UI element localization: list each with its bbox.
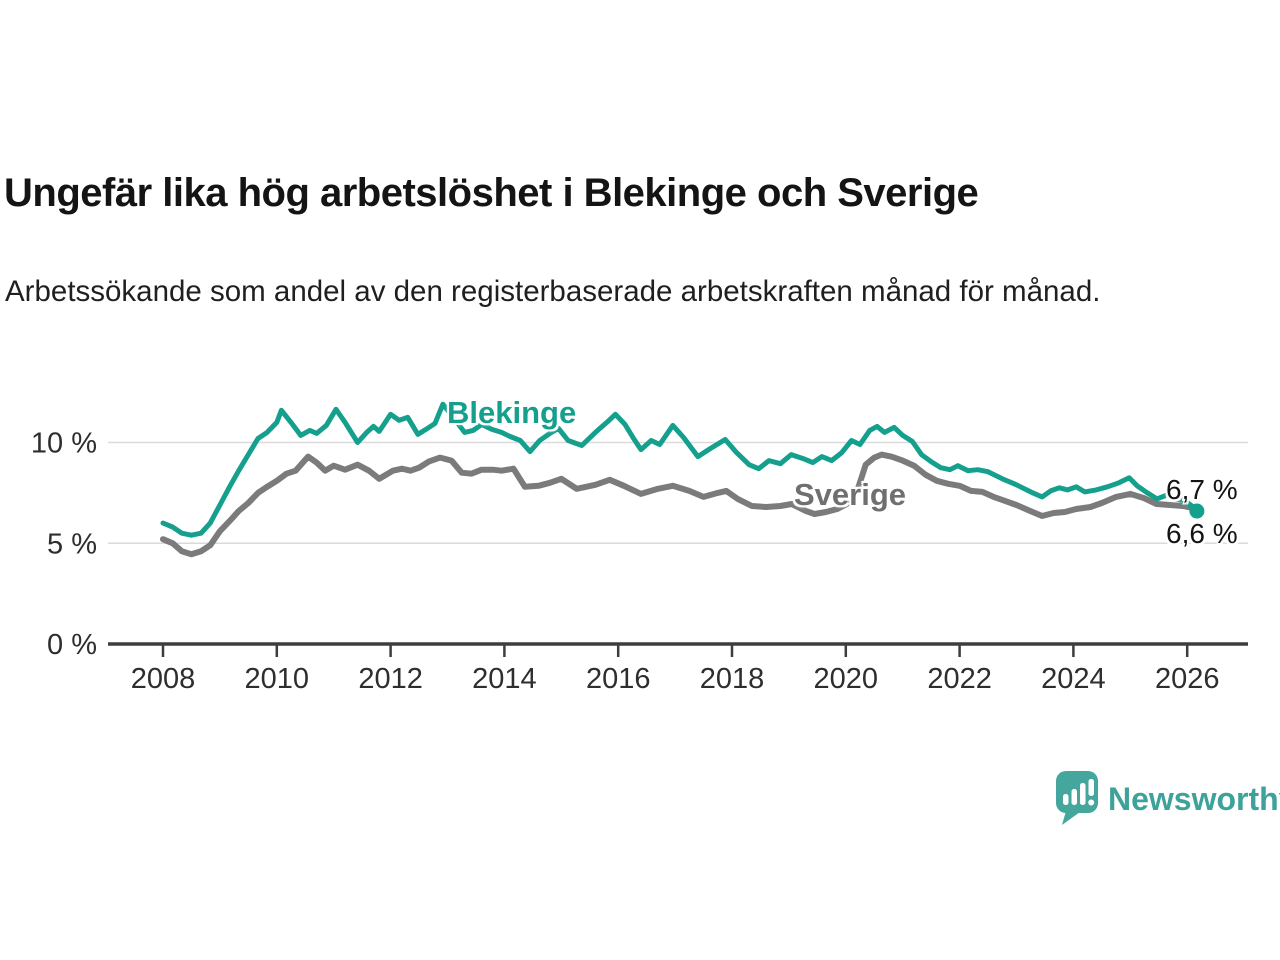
x-tick-label-2018: 2018 bbox=[700, 663, 765, 695]
newsworthy-logo: Newsworthy bbox=[1056, 771, 1280, 825]
line-sverige bbox=[160, 451, 1200, 558]
end-value-label-sverige: 6,7 % bbox=[1166, 474, 1238, 505]
series-label-blekinge: Blekinge bbox=[447, 395, 577, 430]
x-tick-label-2022: 2022 bbox=[927, 663, 992, 695]
y-axis-label-5: 5 % bbox=[47, 528, 97, 560]
page-title: Ungefär lika hög arbetslöshet i Blekinge… bbox=[4, 170, 979, 215]
x-tick-label-2012: 2012 bbox=[358, 663, 423, 695]
page-subtitle: Arbetssökande som andel av den registerb… bbox=[5, 274, 1101, 308]
x-tick-label-2016: 2016 bbox=[586, 663, 651, 695]
last-point-marker-blekinge bbox=[1189, 503, 1205, 519]
x-tick-label-2014: 2014 bbox=[472, 663, 537, 695]
line-blekinge bbox=[160, 401, 1200, 538]
x-tick-label-2024: 2024 bbox=[1041, 663, 1106, 695]
newsworthy-logo-text: Newsworthy bbox=[1108, 781, 1280, 817]
series-label-sverige: Sverige bbox=[794, 477, 907, 512]
newsworthy-branding: Newsworthy bbox=[1052, 766, 1280, 831]
x-tick-label-2008: 2008 bbox=[131, 663, 196, 695]
x-tick-label-2026: 2026 bbox=[1155, 663, 1220, 695]
x-tick-label-2010: 2010 bbox=[245, 663, 310, 695]
newsworthy-logo-icon bbox=[1056, 771, 1098, 825]
y-axis-label-0: 0 % bbox=[47, 629, 97, 661]
x-tick-label-2020: 2020 bbox=[814, 663, 879, 695]
y-axis-label-10: 10 % bbox=[31, 428, 97, 460]
end-value-label-blekinge: 6,6 % bbox=[1166, 518, 1238, 549]
